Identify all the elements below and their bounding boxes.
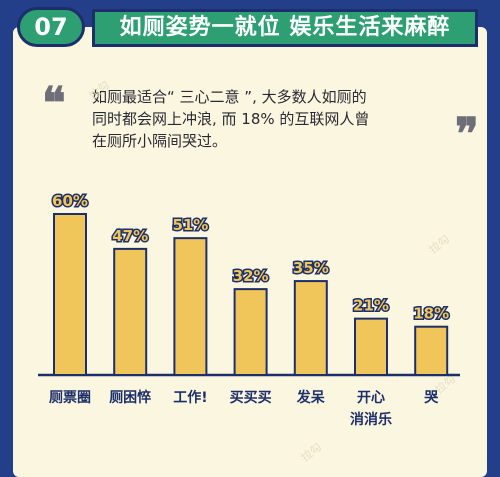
bar xyxy=(293,280,328,377)
category-label: 厕票圈 xyxy=(49,390,91,406)
bar xyxy=(113,247,148,376)
section-number-badge: 07 xyxy=(17,7,85,47)
bar-value-label: 18% xyxy=(413,305,449,323)
bar-value-label: 51% xyxy=(172,216,208,234)
category-label: 消消乐 xyxy=(350,411,392,428)
quote-line: 在厕所小隔间哭过。 xyxy=(92,132,228,150)
quote-line: 如厕最适合“ 三心二意 ”, 大多数人如厕的 xyxy=(92,88,367,106)
category-label: 买买买 xyxy=(230,390,272,406)
section-title: 如厕姿势一就位 娱乐生活来麻醉 xyxy=(92,9,478,47)
category-label: 发呆 xyxy=(296,389,326,406)
content-panel xyxy=(13,27,487,477)
bar-value-label: 60% xyxy=(52,192,88,210)
bar xyxy=(414,325,449,377)
category-label: 哭 xyxy=(423,390,439,406)
bar xyxy=(53,213,87,376)
bar-value-label: 47% xyxy=(112,227,148,245)
bar xyxy=(354,317,388,376)
category-label: 开心 xyxy=(357,390,385,406)
open-quote-icon: ❝ xyxy=(42,78,66,129)
quote-line: 同时都会网上冲浪, 而 18% 的互联网人曾 xyxy=(92,110,370,128)
bar-value-label: 35% xyxy=(293,259,329,277)
category-label: 工作! xyxy=(173,389,207,406)
quote-text: 如厕最适合“ 三心二意 ”, 大多数人如厕的 同时都会网上冲浪, 而 18% 的… xyxy=(92,86,442,152)
bar xyxy=(233,288,268,376)
bar-value-label: 21% xyxy=(353,297,389,315)
category-label: 厕困悴 xyxy=(109,389,151,406)
bar-value-label: 32% xyxy=(233,267,269,285)
bar xyxy=(173,237,208,376)
close-quote-icon: ❞ xyxy=(455,109,479,160)
